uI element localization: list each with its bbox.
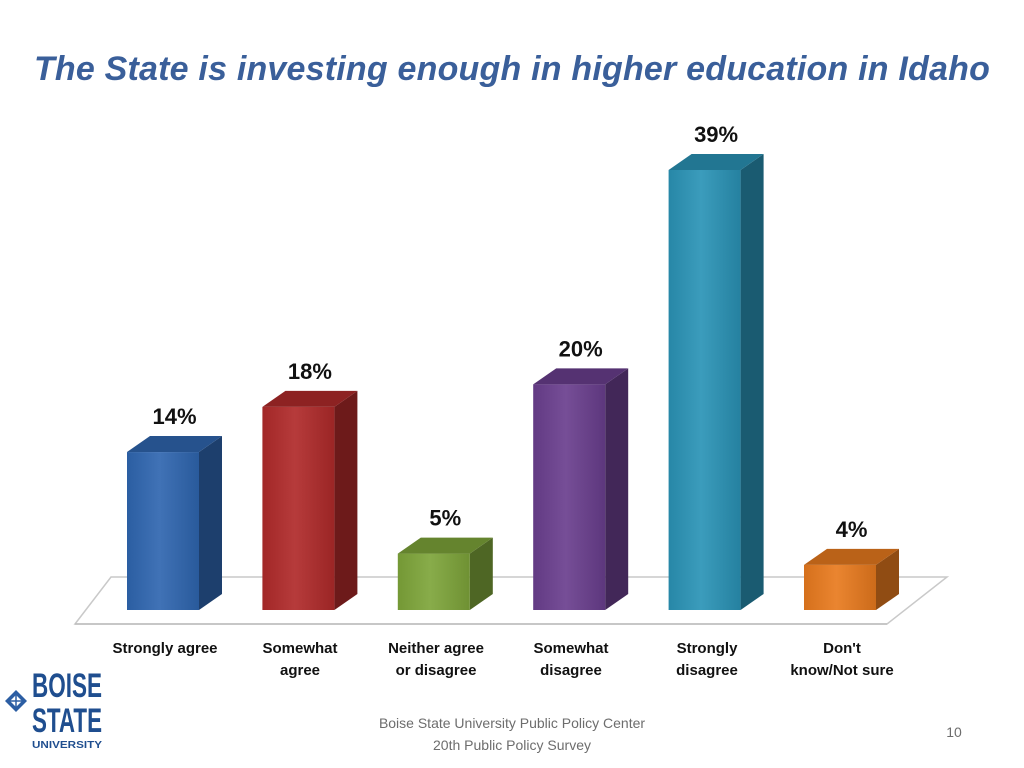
category-label-line: Don't [823,640,861,657]
bar-front-face [668,170,741,610]
bar-data-label: 5% [429,506,461,531]
bar-front-face [397,553,470,610]
category-label-line: Strongly [676,640,738,657]
bar [533,368,629,610]
bar-side-face [199,436,222,610]
category-label-line: Somewhat [533,640,609,657]
category-label: Strongly disagree [642,638,772,682]
bar-side-face [605,368,629,610]
bar [127,436,222,610]
category-label-line: agree [279,662,321,679]
category-label-line: Somewhat [262,640,338,657]
slide-footer: Boise State University Public Policy Cen… [312,712,712,756]
page-number: 10 [946,724,962,740]
category-label-line: disagree [540,662,602,679]
logo-wordmark-line2: STATE [32,702,102,740]
bar-side-face [469,537,493,610]
bar-front-face [262,406,335,610]
bar-top-face [397,537,493,554]
category-label-line: Strongly agree [112,640,218,657]
bar-data-label: 20% [559,336,603,361]
boise-state-diamond-icon [5,690,27,712]
logo-wordmark-line3: UNIVERSITY [32,740,102,751]
category-label-line: Neither agree [388,640,484,657]
bar-top-face [533,368,629,385]
category-label: Somewhat disagree [506,638,636,682]
bar [262,390,358,610]
slide-title: The State is investing enough in higher … [33,50,991,88]
bar-data-label: 4% [836,517,868,542]
logo-wordmark-line1: BOISE [32,667,102,705]
category-label-line: know/Not sure [790,662,894,679]
bar-top-face [668,154,764,170]
boise-state-logo: BOISE STATE UNIVERSITY [5,667,102,751]
bar-top-face [804,548,899,565]
bar-data-label: 18% [288,359,332,384]
bar-front-face [804,564,876,610]
category-label: Somewhat agree [235,638,365,682]
bar-data-label: 39% [694,122,738,147]
bar-front-face [533,384,606,610]
category-label: Neither agree or disagree [371,638,501,682]
bar [397,537,493,610]
chart-data-labels: 14% 18% 5% 20% 39% 4% [152,122,867,542]
bar-data-label: 14% [152,404,196,429]
bar-front-face [127,452,199,610]
chart-bars [127,154,899,610]
bar [804,548,899,610]
footer-line-1: Boise State University Public Policy Cen… [378,715,646,731]
bar-side-face [876,548,899,610]
category-label-line: or disagree [395,662,477,679]
category-label: Strongly agree [100,638,230,660]
footer-line-2: 20th Public Policy Survey [433,737,591,753]
category-label: Don't know/Not sure [777,638,907,682]
bar-side-face [740,154,764,610]
category-label-line: disagree [676,662,738,679]
bar-top-face [262,390,358,407]
bar [668,154,764,610]
bar-side-face [334,390,358,610]
bar-top-face [127,436,222,453]
